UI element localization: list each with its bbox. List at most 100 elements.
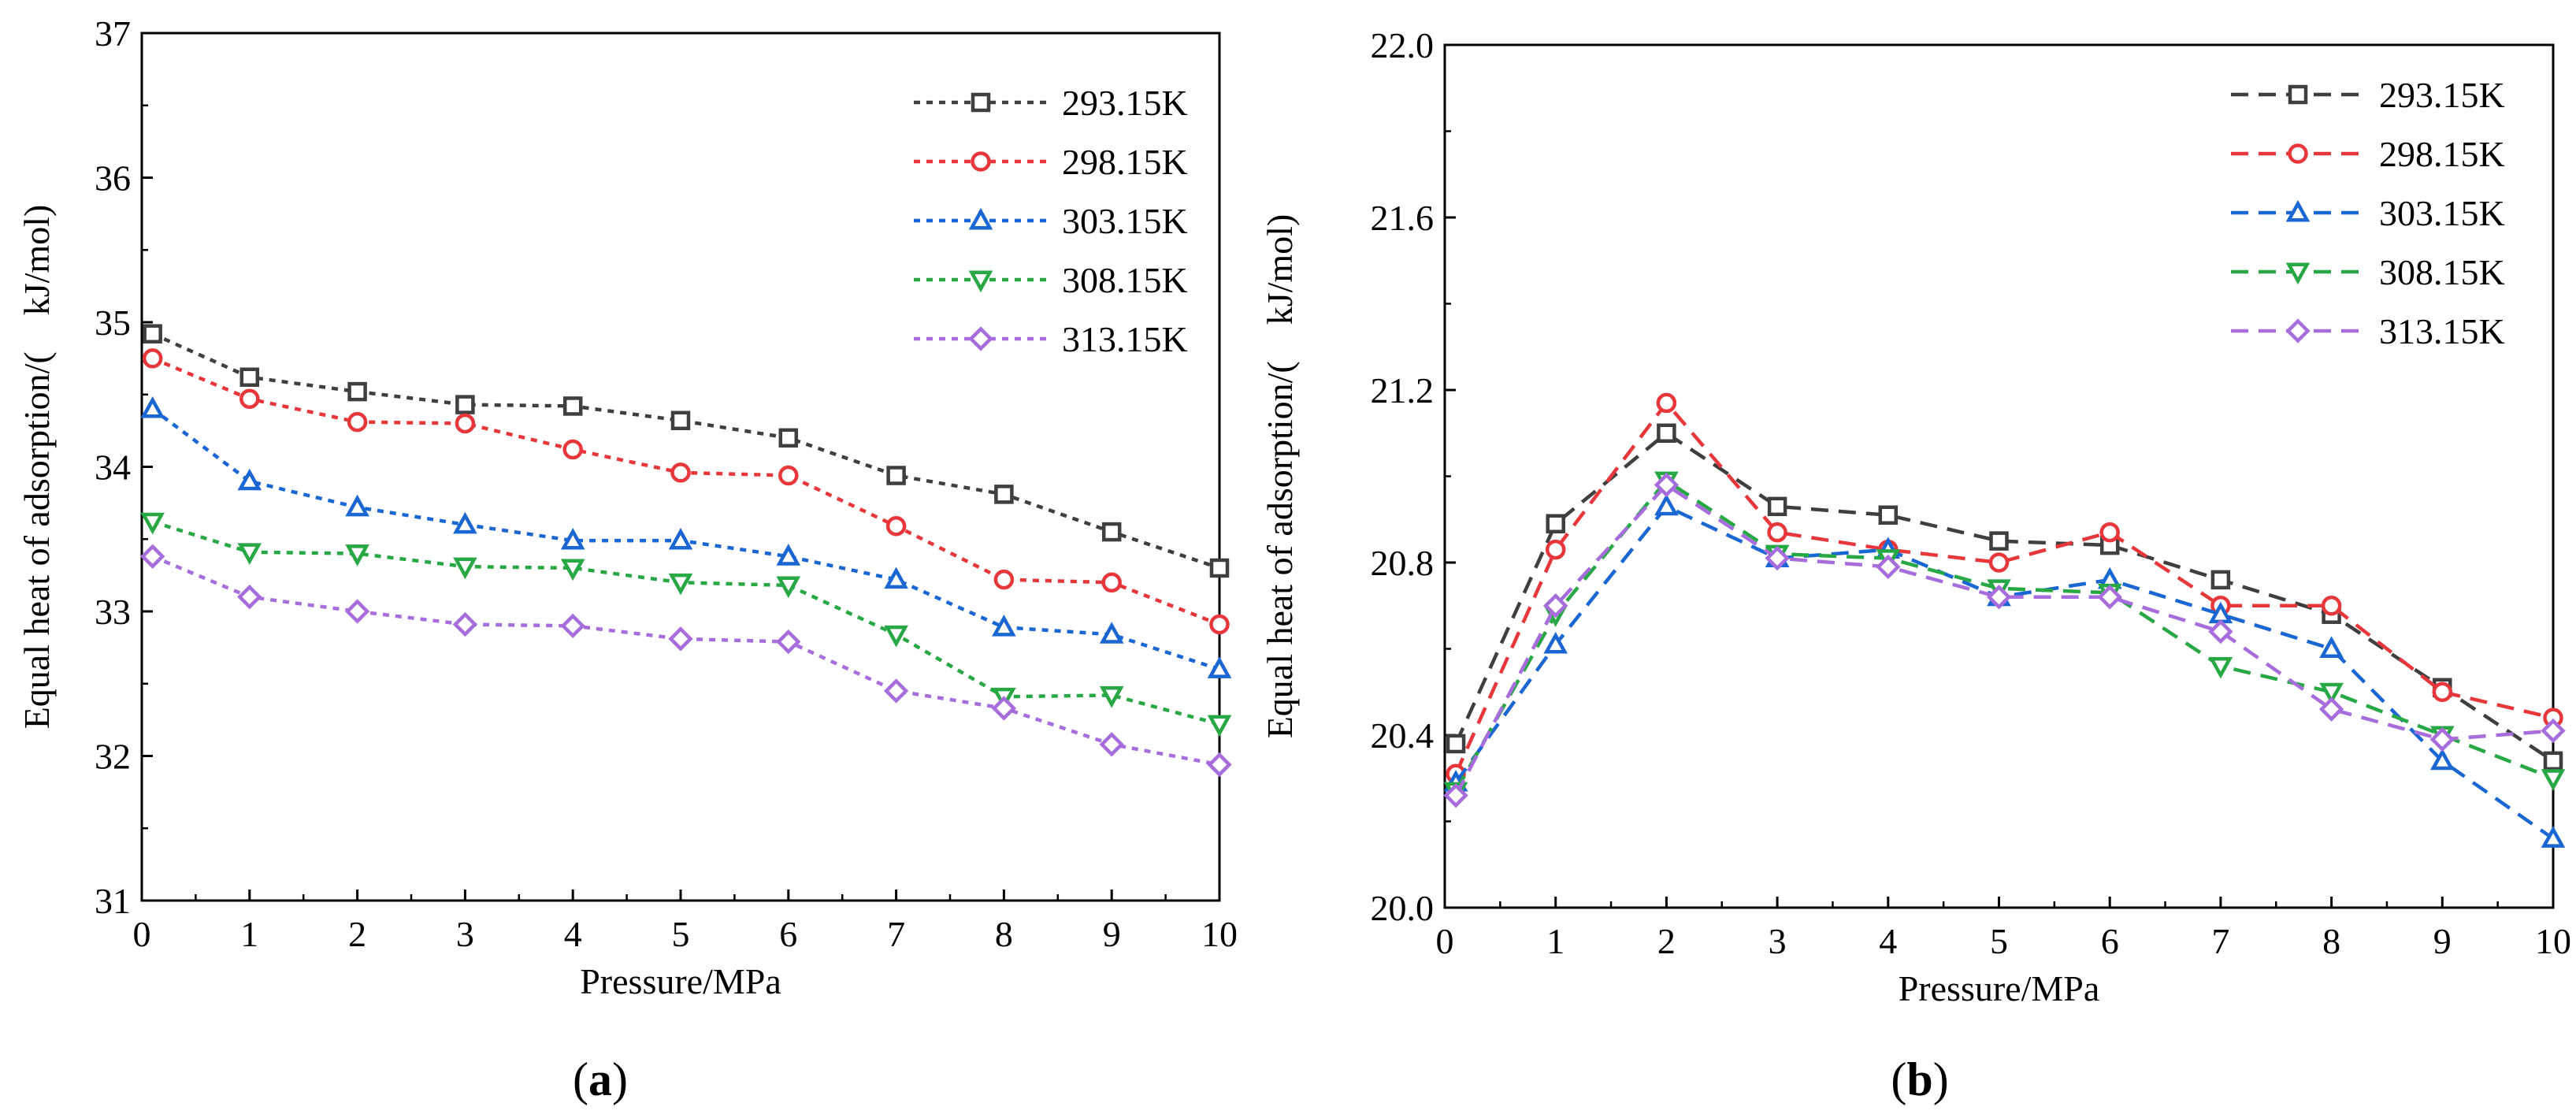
data-point [993, 569, 1015, 590]
data-point [139, 544, 165, 569]
y-tick-label: 21.6 [1371, 198, 1435, 238]
data-point [1209, 558, 1230, 578]
panel-label: (a) [573, 1053, 628, 1105]
data-point [239, 388, 260, 410]
data-point [1767, 522, 1787, 543]
series-line [1454, 477, 2554, 793]
data-point [560, 613, 585, 639]
x-axis-title: Pressure/MPa [580, 961, 781, 1001]
data-point [562, 396, 583, 416]
y-tick-label: 21.2 [1371, 370, 1435, 410]
x-tick-label: 5 [1990, 921, 2008, 961]
legend-label: 313.15K [1062, 319, 1188, 359]
legend-label: 293.15K [2379, 75, 2505, 115]
x-axis-title: Pressure/MPa [1899, 968, 2100, 1008]
data-point [2432, 682, 2453, 702]
y-tick-label: 32 [95, 737, 131, 777]
data-point [1099, 732, 1124, 757]
legend-label: 313.15K [2379, 311, 2505, 351]
x-tick-label: 4 [1879, 921, 1897, 961]
data-point [347, 381, 367, 402]
x-tick-label: 0 [1436, 921, 1454, 961]
data-point [1988, 552, 2010, 573]
y-tick-label: 22.0 [1371, 25, 1435, 65]
series-303.15K [140, 396, 1232, 678]
data-point [1446, 734, 1466, 754]
chart-panel-a: 0 1 2 3 4 5 6 7 8 9 1031323334353637Pressure/MPaEq… [17, 13, 1238, 1001]
data-point [1543, 631, 1568, 654]
x-tick-label: 1 [240, 914, 258, 954]
data-point [142, 348, 163, 369]
data-point [1099, 622, 1124, 644]
y-tick-label: 20.4 [1371, 715, 1435, 756]
data-point [345, 544, 369, 566]
data-point [453, 557, 477, 580]
data-point [1878, 505, 1899, 526]
x-tick-label: 9 [2433, 921, 2452, 961]
y-tick-label: 20.8 [1371, 543, 1435, 583]
series-308.15K [140, 512, 1232, 737]
data-point [1546, 514, 1565, 533]
data-point [2099, 522, 2120, 543]
data-point [2541, 769, 2566, 791]
data-point [455, 413, 476, 434]
data-point [668, 626, 693, 652]
data-point [1656, 392, 1677, 414]
data-point [776, 544, 801, 566]
data-point [1207, 752, 1232, 778]
x-tick-label: 8 [995, 914, 1013, 954]
series-line [151, 555, 1220, 767]
data-point [143, 324, 162, 344]
legend-label: 303.15K [1062, 201, 1188, 241]
data-point [140, 396, 165, 418]
data-point [1986, 585, 2012, 610]
data-point [1443, 782, 1468, 808]
data-point [347, 411, 368, 433]
data-point [885, 515, 907, 537]
data-point [560, 559, 585, 581]
data-point [345, 494, 369, 517]
y-axis-title: Equal heat of adsorption/( kJ/mol) [17, 205, 57, 730]
data-point [1209, 614, 1230, 635]
data-point [140, 512, 165, 535]
series-313.15K [1443, 472, 2566, 808]
legend-label: 303.15K [2379, 193, 2505, 233]
data-point [2208, 656, 2233, 679]
legend-label: 293.15K [1062, 83, 1188, 123]
data-point [2318, 696, 2344, 722]
data-point [453, 511, 477, 534]
data-point [1654, 493, 1679, 516]
data-point [1657, 423, 1676, 443]
data-point [2543, 751, 2563, 771]
series-293.15K [143, 324, 1230, 578]
data-point [1099, 685, 1124, 708]
data-point [1101, 522, 1122, 542]
y-tick-label: 31 [95, 881, 131, 921]
legend-marker [2285, 262, 2311, 285]
y-axis-title: Equal heat of adsorption/( kJ/mol) [1260, 214, 1300, 739]
data-point [668, 573, 693, 596]
series-line [151, 332, 1220, 570]
data-point [1767, 496, 1787, 517]
y-tick-label: 20.0 [1371, 888, 1435, 928]
y-tick-label: 36 [95, 158, 131, 199]
data-point [2429, 726, 2455, 752]
series-313.15K [139, 544, 1232, 778]
y-tick-label: 34 [95, 448, 131, 488]
chart-panel-b: 0 1 2 3 4 5 6 7 8 9 10 20.0 20.4 20.8 21.2 21.6 22.0 Pres… [1260, 25, 2571, 1008]
x-tick-label: 2 [348, 914, 366, 954]
y-tick-label: 33 [95, 592, 131, 632]
x-tick-label: 1 [1546, 921, 1565, 961]
data-point [2541, 826, 2566, 848]
data-point [452, 611, 478, 637]
data-point [994, 485, 1014, 504]
data-point [776, 576, 801, 599]
data-point [237, 468, 262, 491]
data-point [1207, 656, 1232, 678]
data-point [2541, 718, 2566, 744]
data-point [1876, 554, 1901, 580]
data-point [237, 543, 262, 565]
data-point [2319, 636, 2344, 658]
data-point [2097, 585, 2122, 610]
legend-marker [968, 326, 993, 351]
